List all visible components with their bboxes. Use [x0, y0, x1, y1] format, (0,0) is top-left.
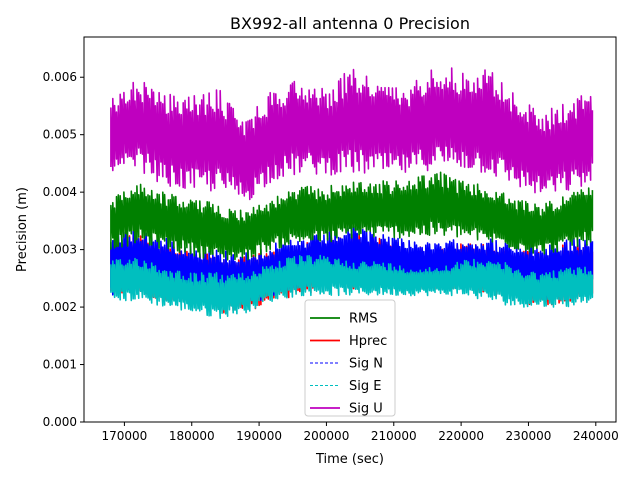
- legend-label-rms: RMS: [349, 312, 378, 327]
- legend-label-sig-u: Sig U: [349, 402, 383, 417]
- x-axis: 170000 180000 190000 200000 210000 220000 2300…: [101, 422, 619, 443]
- y-tick-label: 0.004: [43, 185, 77, 199]
- x-axis-label: Time (sec): [315, 452, 384, 467]
- y-tick-label: 0.001: [43, 358, 77, 372]
- legend-label-sig-n: Sig N: [349, 357, 383, 372]
- chart-title: BX992-all antenna 0 Precision: [230, 14, 470, 33]
- series-sig-e: [110, 254, 594, 319]
- y-tick-label: 0.003: [43, 243, 77, 257]
- y-tick-label: 0.006: [43, 70, 77, 84]
- x-tick-label: 190000: [236, 429, 282, 443]
- plot-frame: [83, 36, 617, 423]
- series-layer: [110, 67, 594, 319]
- y-tick-label: 0.000: [43, 415, 77, 429]
- y-axis-label: Precision (m): [15, 187, 30, 272]
- series-rms: [110, 171, 594, 261]
- y-tick-label: 0.005: [43, 128, 77, 142]
- x-tick-label: 240000: [573, 429, 619, 443]
- legend-box: [304, 299, 396, 417]
- x-tick-label: 170000: [101, 429, 147, 443]
- legend: RMS Hprec Sig N Sig E Sig U: [304, 299, 396, 417]
- x-tick-label: 200000: [304, 429, 350, 443]
- y-axis: 0.000 0.001 0.002 0.003 0.004 0.005 0.006: [43, 70, 84, 429]
- series-sig-u: [110, 67, 594, 201]
- legend-label-sig-e: Sig E: [349, 379, 381, 394]
- y-tick-label: 0.002: [43, 300, 77, 314]
- x-tick-label: 180000: [169, 429, 215, 443]
- x-tick-label: 210000: [371, 429, 417, 443]
- legend-label-hprec: Hprec: [349, 334, 387, 349]
- x-tick-label: 230000: [506, 429, 552, 443]
- x-tick-label: 220000: [438, 429, 484, 443]
